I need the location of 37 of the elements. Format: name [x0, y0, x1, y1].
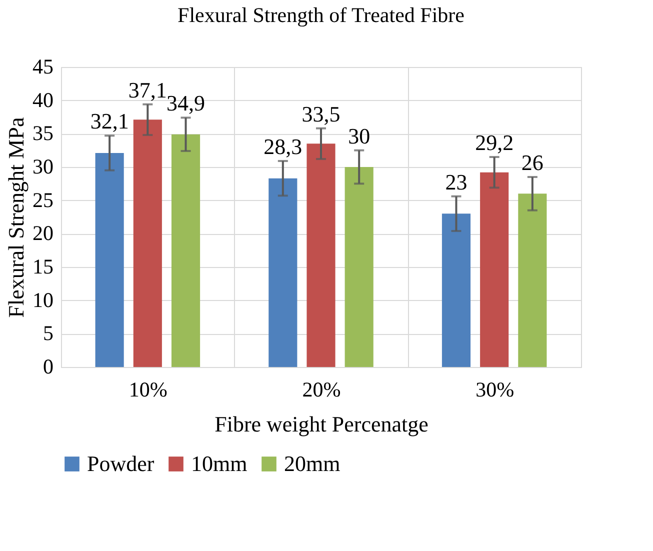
bar	[171, 134, 200, 367]
y-tick-label: 30	[32, 154, 54, 178]
y-tick-label: 25	[32, 188, 54, 212]
data-label: 33,5	[302, 101, 340, 126]
legend-label: 20mm	[284, 451, 340, 476]
x-tick-label: 30%	[476, 378, 514, 402]
legend-label: 10mm	[191, 451, 248, 476]
data-label: 30	[348, 123, 370, 148]
bar	[133, 120, 162, 367]
chart-title: Flexural Strength of Treated Fibre	[178, 3, 464, 27]
y-axis-title: Flexural Strenght MPa	[4, 117, 28, 318]
bar	[306, 144, 336, 367]
data-label: 26	[521, 150, 544, 175]
y-tick-label: 10	[32, 288, 54, 312]
data-label: 28,3	[264, 134, 302, 159]
y-tick-label: 45	[32, 54, 54, 78]
bar	[480, 172, 509, 367]
data-label: 23	[445, 169, 468, 194]
data-label: 37,1	[128, 77, 167, 102]
legend-label: Powder	[87, 451, 155, 476]
bar	[344, 167, 374, 367]
y-tick-label: 0	[43, 354, 54, 378]
bar	[95, 153, 124, 367]
y-tick-label: 40	[32, 88, 54, 112]
bar	[518, 194, 547, 367]
y-tick-label: 5	[43, 321, 54, 346]
data-label: 34,9	[166, 90, 206, 116]
y-tick-label: 15	[32, 254, 54, 278]
y-tick-label: 35	[32, 121, 54, 146]
bar	[442, 214, 471, 367]
x-tick-label: 10%	[128, 378, 168, 402]
x-tick-label: 20%	[302, 378, 341, 402]
data-label: 32,1	[90, 108, 129, 134]
bar	[268, 178, 298, 367]
x-axis-title: Fibre weight Percenatge	[214, 412, 428, 436]
data-label: 29,2	[475, 130, 514, 155]
y-tick-label: 20	[32, 221, 54, 246]
